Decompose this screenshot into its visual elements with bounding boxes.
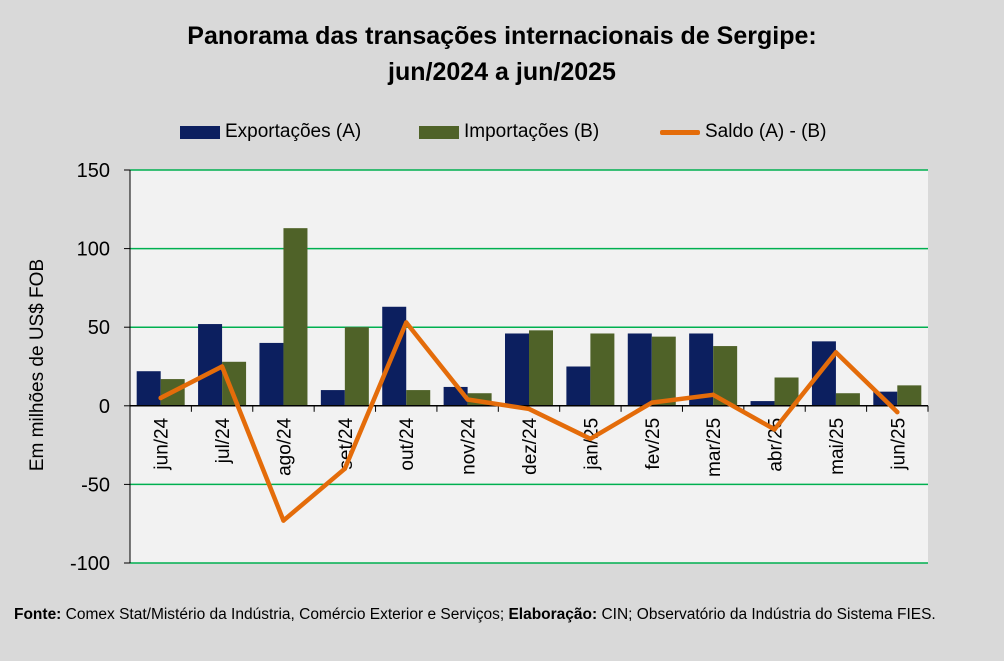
y-tick-label: -50 — [81, 474, 110, 496]
bar-importacoes — [529, 330, 553, 406]
point-saldo — [281, 518, 286, 523]
bar-exportacoes — [566, 366, 591, 406]
bar-exportacoes — [136, 371, 161, 406]
bar-exportacoes — [505, 333, 529, 406]
legend-exportacoes-label: Exportações (A) — [225, 121, 362, 142]
bar-exportacoes — [811, 341, 836, 406]
point-saldo — [649, 400, 654, 405]
point-saldo — [895, 409, 900, 415]
point-saldo — [342, 466, 348, 471]
x-tick-label: out/24 — [397, 417, 418, 470]
bar-importacoes — [344, 327, 369, 406]
legend-exportacoes-swatch — [180, 125, 220, 139]
x-tick-label: fev/25 — [643, 418, 664, 470]
point-saldo — [710, 392, 716, 397]
point-saldo — [833, 350, 839, 355]
point-saldo — [158, 395, 163, 401]
point-saldo — [772, 427, 777, 432]
x-tick-label: ago/24 — [274, 417, 295, 476]
legend-saldo-swatch — [660, 129, 700, 135]
x-tick-label: jan/25 — [581, 418, 602, 471]
bar-exportacoes — [627, 333, 652, 406]
y-tick-label: 150 — [77, 160, 110, 182]
x-tick-label: jun/25 — [888, 418, 909, 471]
bar-importacoes — [406, 390, 431, 406]
x-tick-label: jun/24 — [152, 417, 173, 470]
footer-fonte-label: Fonte: — [14, 606, 62, 623]
point-saldo — [465, 397, 470, 402]
footer-elab-label: Elaboração: — [508, 606, 598, 623]
point-saldo — [404, 320, 409, 325]
point-saldo — [219, 364, 225, 369]
bar-exportacoes — [750, 401, 775, 406]
x-tick-label: mar/25 — [704, 418, 725, 477]
y-tick-label: 0 — [99, 396, 110, 418]
footer-note: Fonte: Comex Stat/Mistério da Indústria,… — [14, 604, 989, 626]
legend-importacoes-swatch — [419, 125, 459, 139]
footer-elab-text: CIN; Observatório da Indústria do Sistem… — [597, 606, 936, 623]
legend-saldo-label: Saldo (A) - (B) — [705, 121, 827, 142]
x-tick-label: jul/24 — [213, 417, 234, 464]
chart-title-line2: jun/2024 a jun/2025 — [388, 58, 616, 86]
bar-exportacoes — [320, 390, 345, 406]
bar-exportacoes — [198, 324, 223, 406]
legend-importacoes: Importações (B) — [419, 120, 599, 144]
bar-importacoes — [897, 385, 922, 406]
y-tick-label: 50 — [88, 317, 110, 339]
bar-importacoes — [651, 336, 676, 406]
x-tick-label: abr/25 — [766, 418, 787, 472]
point-saldo — [526, 406, 532, 412]
footer-fonte-text: Comex Stat/Mistério da Indústria, Comérc… — [61, 606, 509, 623]
y-tick-label: 100 — [77, 239, 110, 261]
chart-title-line1: Panorama das transações internacionais d… — [187, 22, 817, 50]
legend-exportacoes: Exportações (A) — [180, 120, 361, 144]
bar-importacoes — [590, 333, 615, 406]
legend-importacoes-label: Importações (B) — [464, 121, 600, 142]
bar-importacoes — [283, 228, 308, 406]
legend-saldo: Saldo (A) - (B) — [660, 120, 826, 144]
point-saldo — [588, 436, 593, 442]
x-tick-label: mai/25 — [827, 418, 848, 475]
x-tick-label: nov/24 — [459, 417, 480, 474]
bar-importacoes — [835, 393, 860, 406]
bar-exportacoes — [259, 342, 284, 406]
x-tick-label: dez/24 — [520, 417, 541, 474]
y-tick-label: -100 — [70, 553, 110, 575]
